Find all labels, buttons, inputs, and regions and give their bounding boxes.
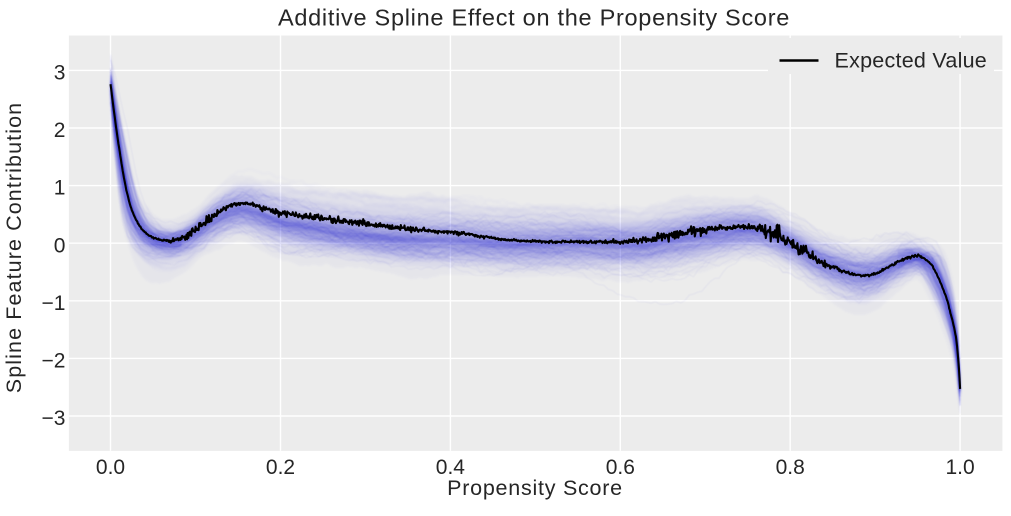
svg-text:2: 2 bbox=[54, 119, 66, 142]
svg-text:0.8: 0.8 bbox=[776, 456, 805, 479]
svg-text:Spline Feature Contribution: Spline Feature Contribution bbox=[2, 102, 26, 393]
svg-text:0.2: 0.2 bbox=[266, 456, 295, 479]
svg-text:Additive Spline Effect on the: Additive Spline Effect on the Propensity… bbox=[278, 5, 790, 31]
svg-text:Expected Value: Expected Value bbox=[835, 48, 988, 72]
svg-text:Propensity Score: Propensity Score bbox=[447, 476, 623, 500]
svg-text:1.0: 1.0 bbox=[945, 456, 974, 479]
svg-text:0: 0 bbox=[54, 234, 66, 257]
svg-text:0.4: 0.4 bbox=[436, 456, 466, 479]
svg-text:−1: −1 bbox=[41, 292, 65, 315]
svg-text:1: 1 bbox=[54, 177, 66, 200]
svg-text:−3: −3 bbox=[41, 407, 65, 430]
svg-text:0.0: 0.0 bbox=[96, 456, 125, 479]
svg-text:3: 3 bbox=[54, 62, 66, 85]
svg-text:−2: −2 bbox=[41, 350, 65, 373]
svg-text:0.6: 0.6 bbox=[606, 456, 635, 479]
